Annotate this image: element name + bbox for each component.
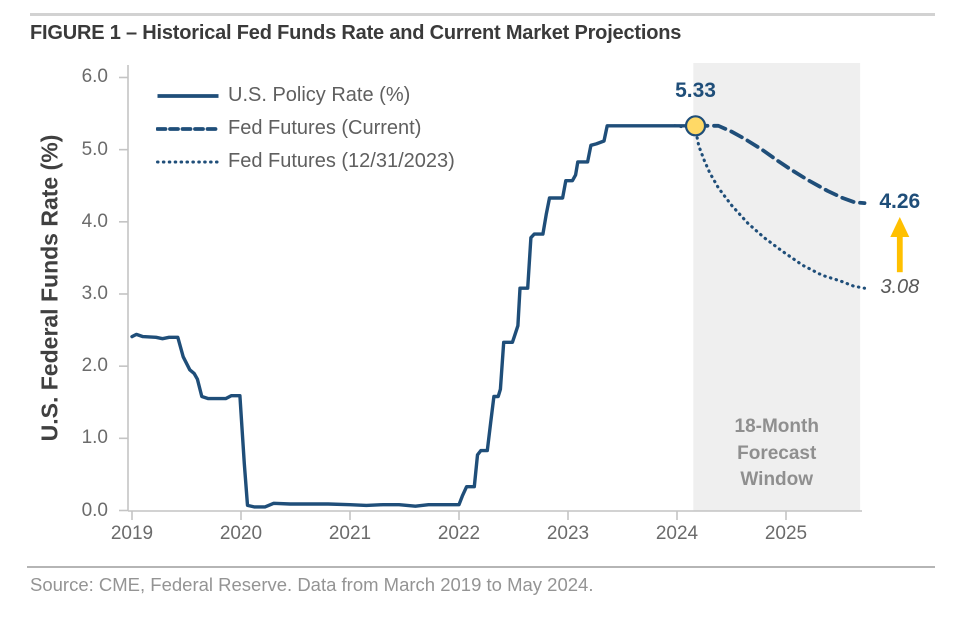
chart-legend: U.S. Policy Rate (%) Fed Futures (Current… <box>156 84 455 183</box>
up-arrow-head-icon <box>890 217 910 238</box>
legend-label: U.S. Policy Rate (%) <box>228 84 411 106</box>
legend-item-dotted: Fed Futures (12/31/2023) <box>156 150 455 173</box>
legend-item-dashed: Fed Futures (Current) <box>156 117 455 140</box>
y-tick-label: 4.0 <box>81 210 108 232</box>
legend-label: Fed Futures (12/31/2023) <box>228 150 455 172</box>
prior-futures-end-label: 3.08 <box>880 276 920 299</box>
legend-solid-line-icon <box>157 93 219 98</box>
x-tick-label: 2024 <box>655 523 699 544</box>
up-arrow-shaft-icon <box>896 235 903 273</box>
y-tick-label: 3.0 <box>81 282 108 304</box>
x-tick-label: 2020 <box>219 523 263 544</box>
source-note: Source: CME, Federal Reserve. Data from … <box>30 574 594 595</box>
series-line-solid <box>130 124 698 509</box>
series-line-dashed <box>693 123 867 206</box>
figure-title: FIGURE 1 – Historical Fed Funds Rate and… <box>30 22 682 44</box>
x-tick-label: 2022 <box>437 523 481 544</box>
legend-item-solid: U.S. Policy Rate (%) <box>156 84 455 107</box>
top-divider <box>30 13 935 16</box>
legend-dashed-line-icon <box>156 126 220 131</box>
current-futures-end-label: 4.26 <box>879 189 921 213</box>
series-line-dotted <box>673 124 867 290</box>
peak-rate-label: 5.33 <box>675 78 716 102</box>
x-tick-label: 2025 <box>764 523 808 544</box>
x-tick-label: 2019 <box>110 523 154 544</box>
forecast-window-label: 18-Month Forecast Window <box>734 416 819 490</box>
y-tick-label: 1.0 <box>81 427 108 449</box>
y-tick-label: 5.0 <box>81 138 108 160</box>
y-tick-label: 0.0 <box>81 499 108 521</box>
bottom-divider <box>27 566 935 568</box>
y-tick-label: 2.0 <box>81 355 108 377</box>
x-tick-label: 2021 <box>328 523 372 544</box>
legend-label: Fed Futures (Current) <box>228 117 422 139</box>
x-tick-label: 2023 <box>546 523 590 544</box>
legend-dotted-line-icon <box>156 159 220 164</box>
forecast-window-region <box>693 63 861 511</box>
peak-marker-dot <box>684 115 707 137</box>
y-tick-label: 6.0 <box>81 66 108 88</box>
